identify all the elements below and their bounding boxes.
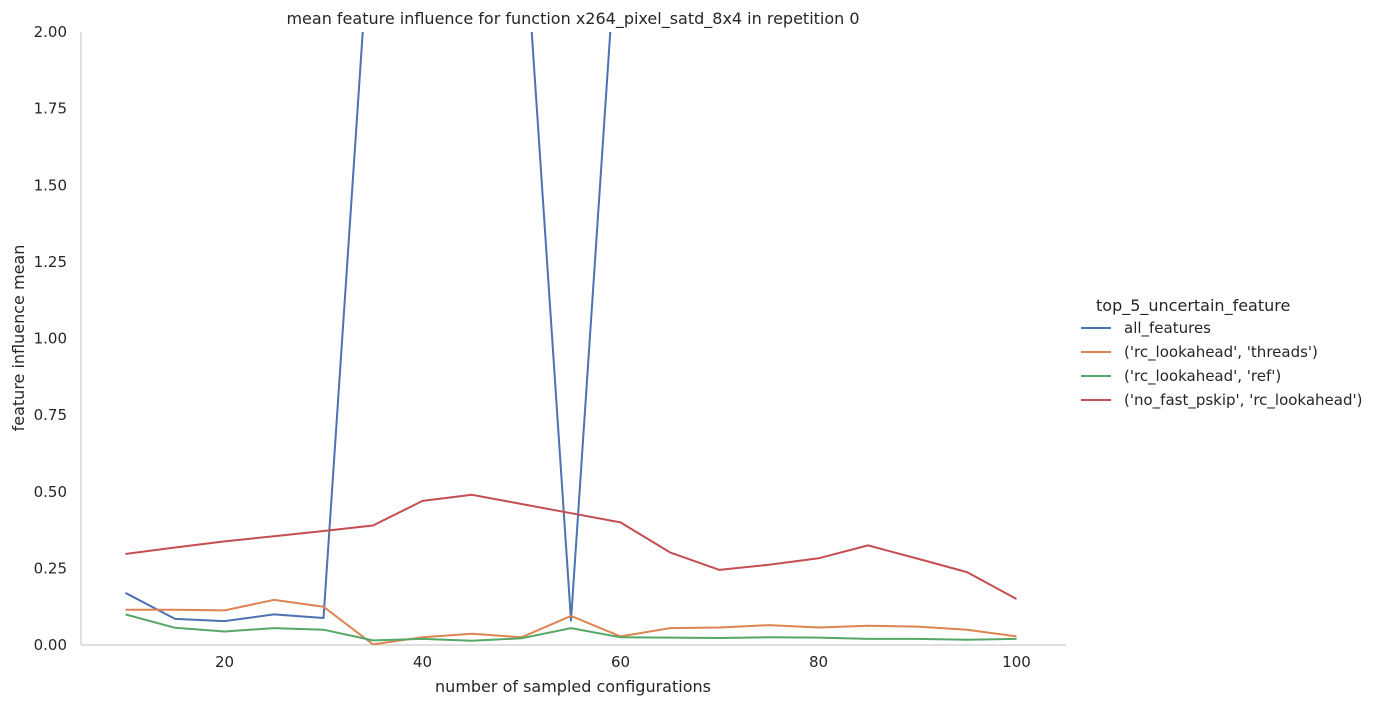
x-tick-label: 60	[611, 653, 630, 671]
y-tick-label: 2.00	[34, 23, 67, 41]
series-line-3	[125, 493, 1017, 600]
axes: 20 40 60 80 100 0.00 0.25 0.50 0.75 1.00 1.25 1.50 1…	[34, 23, 1066, 671]
y-tick-label: 0.50	[34, 483, 67, 501]
legend-label: ('rc_lookahead', 'ref')	[1124, 367, 1281, 386]
x-tick-label: 20	[215, 653, 234, 671]
legend-title: top_5_uncertain_feature	[1096, 296, 1290, 316]
y-tick-label: 0.25	[34, 559, 67, 577]
series-group	[125, 32, 1017, 645]
x-tick-label: 40	[413, 653, 432, 671]
legend-label: all_features	[1124, 319, 1211, 338]
legend-label: ('rc_lookahead', 'threads')	[1124, 343, 1318, 362]
series-line-2	[125, 613, 1017, 642]
y-tick-label: 1.75	[34, 100, 67, 118]
y-tick-label: 1.25	[34, 253, 67, 271]
y-tick-label: 1.50	[34, 176, 67, 194]
chart-title: mean feature influence for function x264…	[286, 9, 859, 29]
x-axis-label: number of sampled configurations	[435, 677, 711, 696]
y-axis-label: feature influence mean	[9, 245, 28, 432]
x-tick-label: 80	[809, 653, 828, 671]
x-tick-label: 100	[1002, 653, 1031, 671]
legend: top_5_uncertain_feature all_features ('rc…	[1081, 296, 1362, 410]
series-line-0	[125, 32, 612, 623]
y-tick-label: 1.00	[34, 330, 67, 348]
y-tick-label: 0.75	[34, 406, 67, 424]
series-line-1	[125, 598, 1017, 645]
legend-label: ('no_fast_pskip', 'rc_lookahead')	[1124, 391, 1362, 410]
y-tick-label: 0.00	[34, 636, 67, 654]
